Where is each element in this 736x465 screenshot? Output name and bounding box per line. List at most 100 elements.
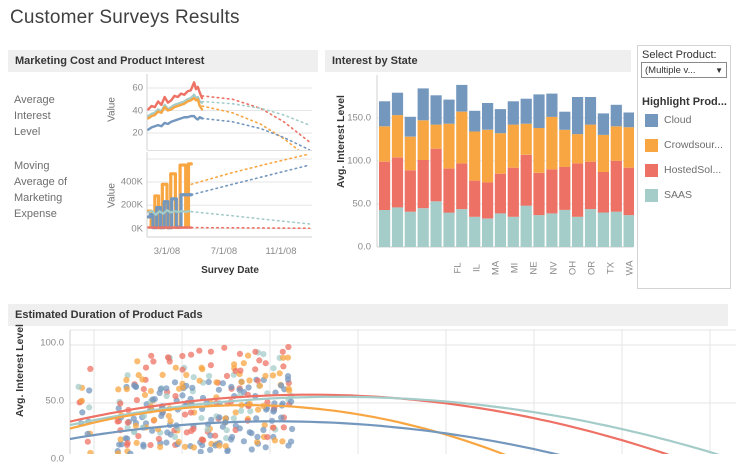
scatter-dot-cloud[interactable] xyxy=(158,386,164,392)
bar-segment-saas[interactable] xyxy=(379,210,390,247)
bar-segment-hosted[interactable] xyxy=(572,163,583,216)
bar-segment-cloud[interactable] xyxy=(521,99,532,124)
scatter-dot-cloud[interactable] xyxy=(263,444,269,450)
bar-segment-crowd[interactable] xyxy=(443,124,454,169)
bar-segment-saas[interactable] xyxy=(521,206,532,247)
bar-segment-cloud[interactable] xyxy=(533,94,544,128)
bar-segment-saas[interactable] xyxy=(559,210,570,247)
bar-segment-cloud[interactable] xyxy=(482,103,493,130)
bar-segment-cloud[interactable] xyxy=(405,117,416,137)
scatter-dot-crowd[interactable] xyxy=(124,386,130,392)
legend-item-crowd[interactable]: Crowdsour... xyxy=(645,138,723,152)
scatter-dot-crowd[interactable] xyxy=(148,388,154,394)
scatter-dot-crowd[interactable] xyxy=(191,444,197,450)
bar-segment-saas[interactable] xyxy=(598,213,609,248)
scatter-dot-cloud[interactable] xyxy=(229,434,235,440)
bar-segment-cloud[interactable] xyxy=(469,111,480,132)
scatter-dot-hosted[interactable] xyxy=(125,440,131,446)
bar-segment-hosted[interactable] xyxy=(546,169,557,213)
scatter-dot-cloud[interactable] xyxy=(79,409,85,415)
scatter-dot-hosted[interactable] xyxy=(141,386,147,392)
bar-segment-saas[interactable] xyxy=(572,217,583,247)
scatter-dot-hosted[interactable] xyxy=(264,434,270,440)
bar-segment-crowd[interactable] xyxy=(482,130,493,183)
scatter-dot-hosted[interactable] xyxy=(156,436,162,442)
scatter-dot-crowd[interactable] xyxy=(277,370,283,376)
scatter-dot-hosted[interactable] xyxy=(263,360,269,366)
bar-segment-cloud[interactable] xyxy=(431,95,442,124)
bar-segment-crowd[interactable] xyxy=(508,125,519,168)
scatter-dot-hosted[interactable] xyxy=(179,367,185,373)
bar-segment-hosted[interactable] xyxy=(405,170,416,211)
scatter-dot-crowd[interactable] xyxy=(197,378,203,384)
scatter-dot-cloud[interactable] xyxy=(198,449,204,454)
bar-segment-crowd[interactable] xyxy=(456,112,467,164)
bar-segment-crowd[interactable] xyxy=(611,126,622,161)
bar-segment-cloud[interactable] xyxy=(456,85,467,112)
scatter-dot-cloud[interactable] xyxy=(152,396,158,402)
bar-segment-crowd[interactable] xyxy=(392,115,403,157)
bar-segment-saas[interactable] xyxy=(508,217,519,247)
bar-segment-crowd[interactable] xyxy=(405,137,416,171)
scatter-dot-cloud[interactable] xyxy=(237,425,243,431)
scatter-dot-saas[interactable] xyxy=(231,415,237,421)
scatter-dot-hosted[interactable] xyxy=(200,437,206,443)
scatter-dot-hosted[interactable] xyxy=(179,353,185,359)
scatter-dot-crowd[interactable] xyxy=(286,388,292,394)
scatter-dot-crowd[interactable] xyxy=(262,373,268,379)
scatter-dot-hosted[interactable] xyxy=(135,433,141,439)
bar-segment-hosted[interactable] xyxy=(559,167,570,210)
scatter-dot-cloud[interactable] xyxy=(289,426,295,432)
bar-segment-crowd[interactable] xyxy=(521,124,532,155)
bar-segment-cloud[interactable] xyxy=(572,97,583,134)
scatter-dot-hosted[interactable] xyxy=(224,373,230,379)
scatter-dot-crowd[interactable] xyxy=(246,377,252,383)
scatter-dot-cloud[interactable] xyxy=(285,443,291,449)
scatter-dot-crowd[interactable] xyxy=(133,423,139,429)
scatter-dot-saas[interactable] xyxy=(191,374,197,380)
scatter-dot-hosted[interactable] xyxy=(270,425,276,431)
scatter-dot-cloud[interactable] xyxy=(249,446,255,452)
scatter-dot-crowd[interactable] xyxy=(213,379,219,385)
scatter-dot-hosted[interactable] xyxy=(182,412,188,418)
scatter-dot-hosted[interactable] xyxy=(188,352,194,358)
scatter-dot-hosted[interactable] xyxy=(117,400,123,406)
scatter-dot-crowd[interactable] xyxy=(245,353,251,359)
scatter-dot-saas[interactable] xyxy=(260,351,266,357)
scatter-dot-crowd[interactable] xyxy=(142,392,148,398)
bar-segment-crowd[interactable] xyxy=(585,125,596,162)
bar-segment-saas[interactable] xyxy=(392,207,403,247)
scatter-dot-hosted[interactable] xyxy=(85,439,91,445)
scatter-dot-cloud[interactable] xyxy=(163,385,169,391)
legend-item-hosted[interactable]: HostedSol... xyxy=(645,163,721,177)
scatter-dot-crowd[interactable] xyxy=(233,409,239,415)
bar-segment-cloud[interactable] xyxy=(418,88,429,120)
scatter-dot-cloud[interactable] xyxy=(206,379,212,385)
scatter-dot-crowd[interactable] xyxy=(151,417,157,423)
scatter-dot-hosted[interactable] xyxy=(280,349,286,355)
scatter-dot-crowd[interactable] xyxy=(79,398,85,404)
scatter-dot-saas[interactable] xyxy=(224,427,230,433)
legend-item-saas[interactable]: SAAS xyxy=(645,188,692,202)
bar-segment-cloud[interactable] xyxy=(624,113,635,128)
scatter-dot-crowd[interactable] xyxy=(167,418,173,424)
scatter-dot-crowd[interactable] xyxy=(239,379,245,385)
scatter-dot-cloud[interactable] xyxy=(254,434,260,440)
bar-segment-hosted[interactable] xyxy=(585,162,596,209)
legend-item-cloud[interactable]: Cloud xyxy=(645,113,691,127)
scatter-dot-cloud[interactable] xyxy=(163,440,169,446)
scatter-dot-crowd[interactable] xyxy=(279,438,285,444)
scatter-dot-cloud[interactable] xyxy=(140,443,146,449)
scatter-dot-hosted[interactable] xyxy=(147,442,153,448)
bar-segment-crowd[interactable] xyxy=(418,120,429,160)
bar-segment-cloud[interactable] xyxy=(392,93,403,115)
scatter-dot-cloud[interactable] xyxy=(271,407,277,413)
scatter-dot-saas[interactable] xyxy=(204,426,210,432)
scatter-dot-cloud[interactable] xyxy=(241,438,247,444)
bar-segment-saas[interactable] xyxy=(431,201,442,247)
bar-segment-cloud[interactable] xyxy=(546,94,557,117)
scatter-dot-crowd[interactable] xyxy=(160,372,166,378)
scatter-dot-crowd[interactable] xyxy=(157,444,163,450)
scatter-dot-saas[interactable] xyxy=(206,373,212,379)
bar-segment-saas[interactable] xyxy=(624,215,635,247)
